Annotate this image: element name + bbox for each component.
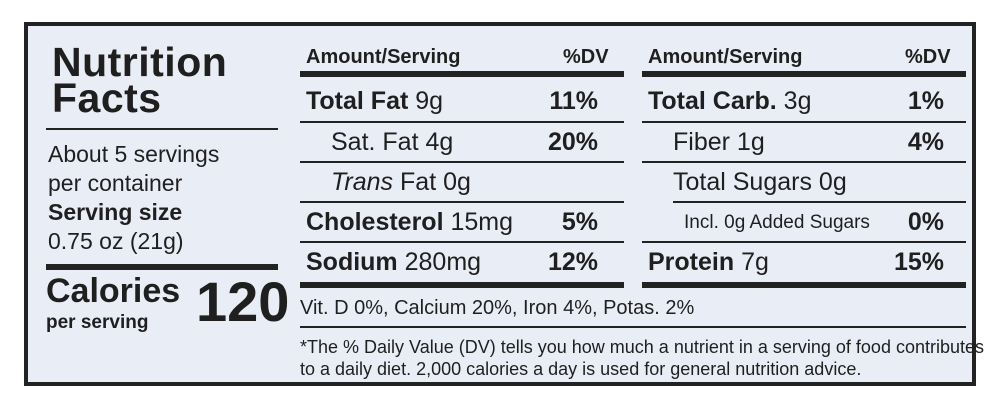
total-carb: Total Carb. 3g [648, 86, 811, 116]
calories-value: 120 [196, 270, 290, 333]
protein-amount: 7g [741, 248, 769, 276]
protein: Protein 7g [648, 247, 769, 277]
row-divider [300, 201, 624, 203]
calories-label: Calories [46, 272, 181, 310]
serving-size-value: 0.75 oz (21g) [48, 228, 184, 254]
total-carb-amount: 3g [783, 87, 812, 115]
sodium-amount: 280mg [404, 248, 482, 276]
protein-name: Protein [648, 248, 735, 276]
nutrition-facts-label: Nutrition Facts About 5 servings per con… [24, 22, 984, 386]
vitamins-minerals: Vit. D 0%, Calcium 20%, Iron 4%, Potas. … [300, 297, 695, 319]
added-sugars-dv: 0% [907, 208, 944, 236]
sodium-name: Sodium [306, 248, 398, 276]
trans-fat-amount: Fat 0g [400, 168, 471, 196]
footnote-line-2: to a daily diet. 2,000 calories a day is… [300, 359, 862, 379]
row-divider [642, 241, 966, 243]
sat-fat-dv: 20% [547, 128, 598, 156]
label-title: Nutrition Facts [52, 39, 228, 121]
header-amount-left: Amount/Serving [306, 46, 461, 68]
total-fat: Total Fat 9g [306, 86, 443, 116]
protein-dv: 15% [893, 248, 944, 276]
servings-per-container-line2: per container [48, 170, 183, 196]
cholesterol-dv: 5% [561, 208, 598, 236]
sodium: Sodium 280mg [306, 247, 481, 277]
sat-fat-amount: 4g [425, 128, 454, 156]
vitamins-divider [300, 326, 966, 328]
title-line-1: Nutrition [52, 39, 228, 85]
title-divider [46, 128, 278, 130]
bottom-rule-right [642, 282, 966, 288]
cholesterol: Cholesterol 15mg [306, 207, 513, 237]
header-dv-right: %DV [905, 46, 951, 68]
serving-size-label: Serving size [48, 199, 183, 225]
fiber-name: Fiber [673, 128, 730, 156]
total-sugars-name: Total Sugars [673, 168, 812, 196]
total-sugars-amount: 0g [818, 168, 847, 196]
row-divider [642, 121, 966, 123]
total-fat-name: Total Fat [306, 87, 409, 115]
fiber-dv: 4% [907, 128, 944, 156]
header-rule-left [300, 71, 624, 77]
total-carb-name: Total Carb. [648, 87, 777, 115]
trans-fat-name: Trans [331, 168, 394, 196]
fiber-amount: 1g [736, 128, 765, 156]
total-sugars: Total Sugars 0g [673, 167, 847, 197]
servings-per-container: About 5 servings [48, 141, 220, 167]
footnote-line-1: *The % Daily Value (DV) tells you how mu… [300, 337, 984, 357]
row-divider [300, 161, 624, 163]
header-rule-right [642, 71, 966, 77]
calories-divider [46, 264, 278, 270]
cholesterol-amount: 15mg [450, 208, 514, 236]
row-divider [642, 161, 966, 163]
row-divider [673, 201, 966, 203]
row-divider [300, 121, 624, 123]
total-fat-dv: 11% [549, 87, 598, 115]
sat-fat-name: Sat. Fat [331, 128, 419, 156]
header-amount-right: Amount/Serving [648, 46, 803, 68]
sat-fat: Sat. Fat 4g [331, 127, 453, 157]
header-dv-left: %DV [563, 46, 609, 68]
sodium-dv: 12% [547, 248, 598, 276]
footnote: *The % Daily Value (DV) tells you how mu… [300, 336, 984, 380]
title-line-2: Facts [52, 75, 162, 121]
total-fat-amount: 9g [415, 87, 444, 115]
total-carb-dv: 1% [907, 87, 944, 115]
trans-fat: Trans Fat 0g [331, 167, 471, 197]
cholesterol-name: Cholesterol [306, 208, 444, 236]
fiber: Fiber 1g [673, 127, 765, 157]
calories-per-serving: per serving [46, 312, 149, 333]
added-sugars: Incl. 0g Added Sugars [684, 212, 870, 233]
row-divider [300, 241, 624, 243]
bottom-rule-left [300, 282, 624, 288]
